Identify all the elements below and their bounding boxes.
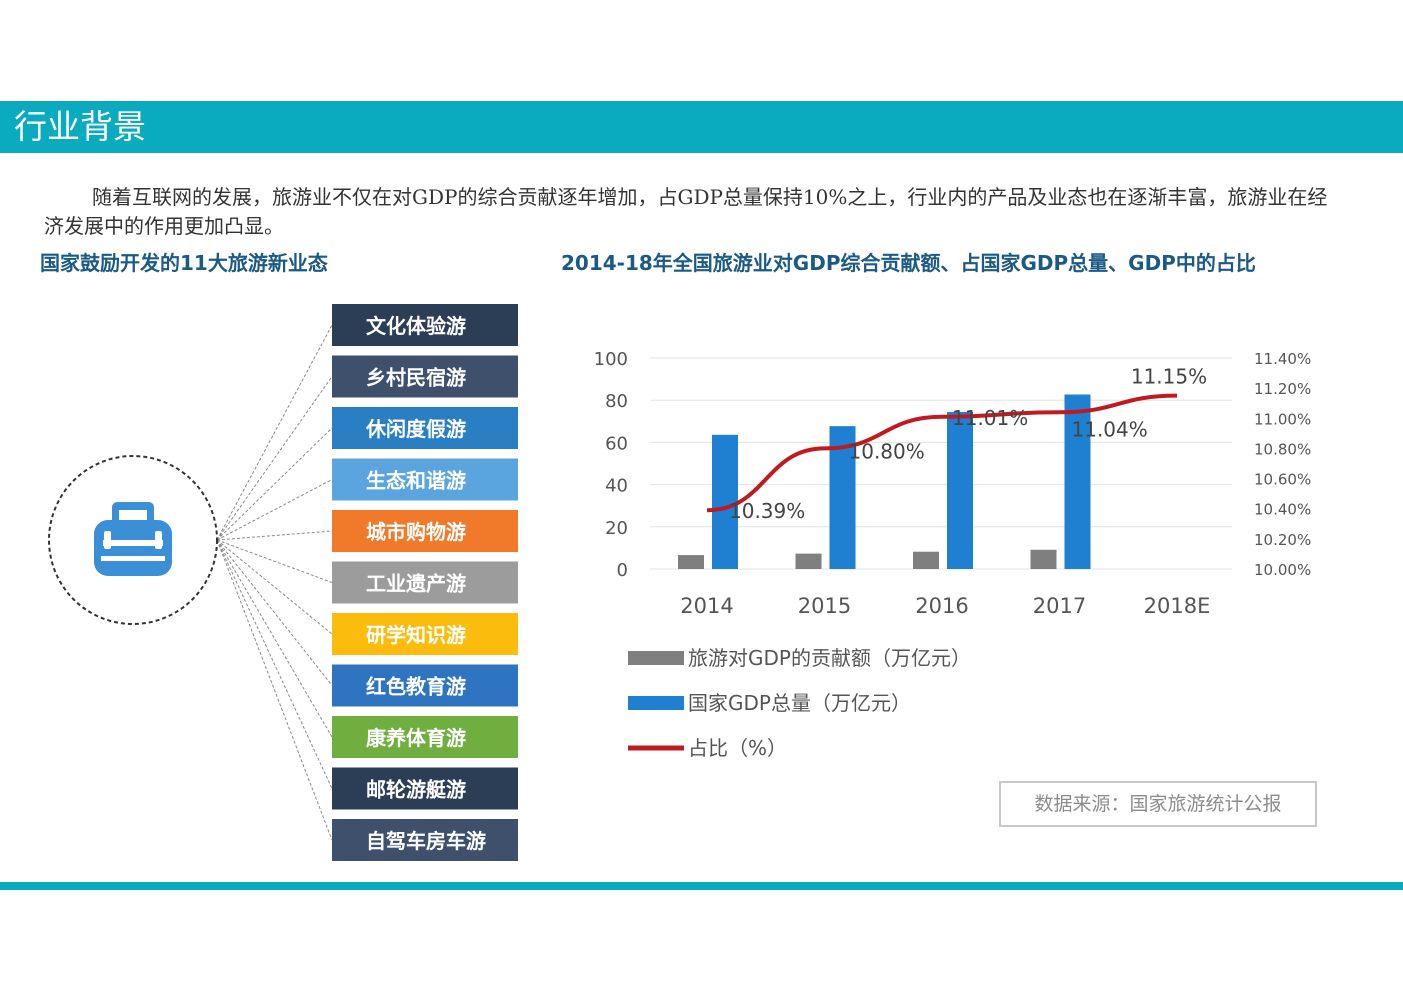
legend-swatch (628, 651, 684, 665)
bar-contribution (1030, 549, 1057, 569)
x-tick-label: 2015 (798, 594, 851, 618)
legend-label: 国家GDP总量（万亿元） (688, 691, 911, 715)
data-label: 10.39% (729, 499, 805, 523)
format-label: 研学知识游 (366, 623, 466, 647)
y-right-tick-label: 10.20% (1254, 531, 1311, 549)
intro-paragraph: 随着互联网的发展，旅游业不仅在对GDP的综合贡献逐年增加，占GDP总量保持10%… (44, 185, 1328, 238)
bar-contribution (678, 555, 704, 569)
format-label: 乡村民宿游 (366, 366, 466, 390)
format-label: 城市购物游 (366, 520, 466, 544)
y-right-tick-label: 11.40% (1254, 350, 1311, 368)
y-right-tick-label: 11.20% (1254, 380, 1311, 398)
page-title: 行业背景 (14, 107, 146, 146)
format-label: 生态和谐游 (366, 469, 466, 493)
bar-gdp-total (712, 434, 738, 569)
left-section-heading: 国家鼓励开发的11大旅游新业态 (40, 251, 328, 275)
footer-bar (0, 882, 1403, 890)
data-label: 11.01% (952, 406, 1028, 430)
y-left-tick-label: 100 (594, 349, 628, 370)
format-box: 康养体育游 (332, 716, 518, 758)
y-left-tick-label: 0 (617, 560, 628, 581)
y-left-tick-label: 80 (605, 391, 628, 412)
bar-gdp-total (947, 412, 973, 569)
x-tick-label: 2017 (1033, 594, 1086, 618)
data-label: 11.15% (1131, 365, 1207, 389)
bar-contribution (913, 551, 939, 569)
format-box: 休闲度假游 (332, 407, 518, 449)
format-box: 城市购物游 (332, 510, 518, 552)
format-label: 自驾车房车游 (366, 829, 486, 853)
format-label: 文化体验游 (366, 314, 466, 338)
format-box: 工业遗产游 (332, 561, 518, 604)
header-bar: 行业背景 (0, 101, 1403, 153)
format-label: 康养体育游 (366, 726, 466, 750)
x-tick-label: 2018E (1144, 594, 1211, 618)
format-box: 文化体验游 (332, 304, 518, 346)
y-right-tick-label: 10.00% (1254, 561, 1311, 579)
bar-contribution (795, 553, 822, 569)
y-left-tick-label: 20 (605, 518, 628, 539)
data-source: 数据来源：国家旅游统计公报 (999, 781, 1317, 827)
format-box: 生态和谐游 (332, 458, 518, 501)
tourism-formats-diagram: 文化体验游乡村民宿游休闲度假游生态和谐游城市购物游工业遗产游研学知识游红色教育游… (48, 304, 518, 861)
format-box: 乡村民宿游 (332, 355, 518, 398)
format-box: 研学知识游 (332, 613, 518, 655)
format-box: 邮轮游艇游 (332, 767, 518, 810)
y-left-tick-label: 60 (605, 433, 628, 454)
line-share-percent (706, 393, 1178, 513)
x-tick-label: 2016 (915, 594, 968, 618)
briefcase-icon (94, 502, 172, 576)
y-left-tick-label: 40 (605, 476, 628, 497)
format-label: 红色教育游 (366, 675, 466, 699)
format-box: 红色教育游 (332, 664, 518, 707)
data-label: 10.80% (849, 439, 925, 463)
format-label: 工业遗产游 (366, 572, 466, 596)
bar-gdp-total (1064, 394, 1091, 569)
legend-label: 旅游对GDP的贡献额（万亿元） (688, 646, 971, 670)
legend-swatch (628, 696, 684, 710)
legend-label: 占比（%） (688, 736, 787, 760)
format-label: 休闲度假游 (365, 417, 466, 441)
format-box: 自驾车房车游 (332, 819, 518, 861)
y-right-tick-label: 10.40% (1254, 501, 1311, 519)
data-label: 11.04% (1072, 417, 1148, 441)
gdp-chart: 0 20 40 60 80 100 10.00% 10.20% 10.40% 10.60% 10.… (594, 349, 1312, 760)
y-right-tick-label: 10.60% (1254, 471, 1311, 489)
y-right-tick-label: 11.00% (1254, 410, 1311, 428)
x-tick-label: 2014 (680, 594, 733, 618)
chart-heading: 2014-18年全国旅游业对GDP综合贡献额、占国家GDP总量、GDP中的占比 (561, 251, 1256, 275)
y-right-tick-label: 10.80% (1254, 440, 1311, 458)
format-label: 邮轮游艇游 (366, 778, 466, 802)
